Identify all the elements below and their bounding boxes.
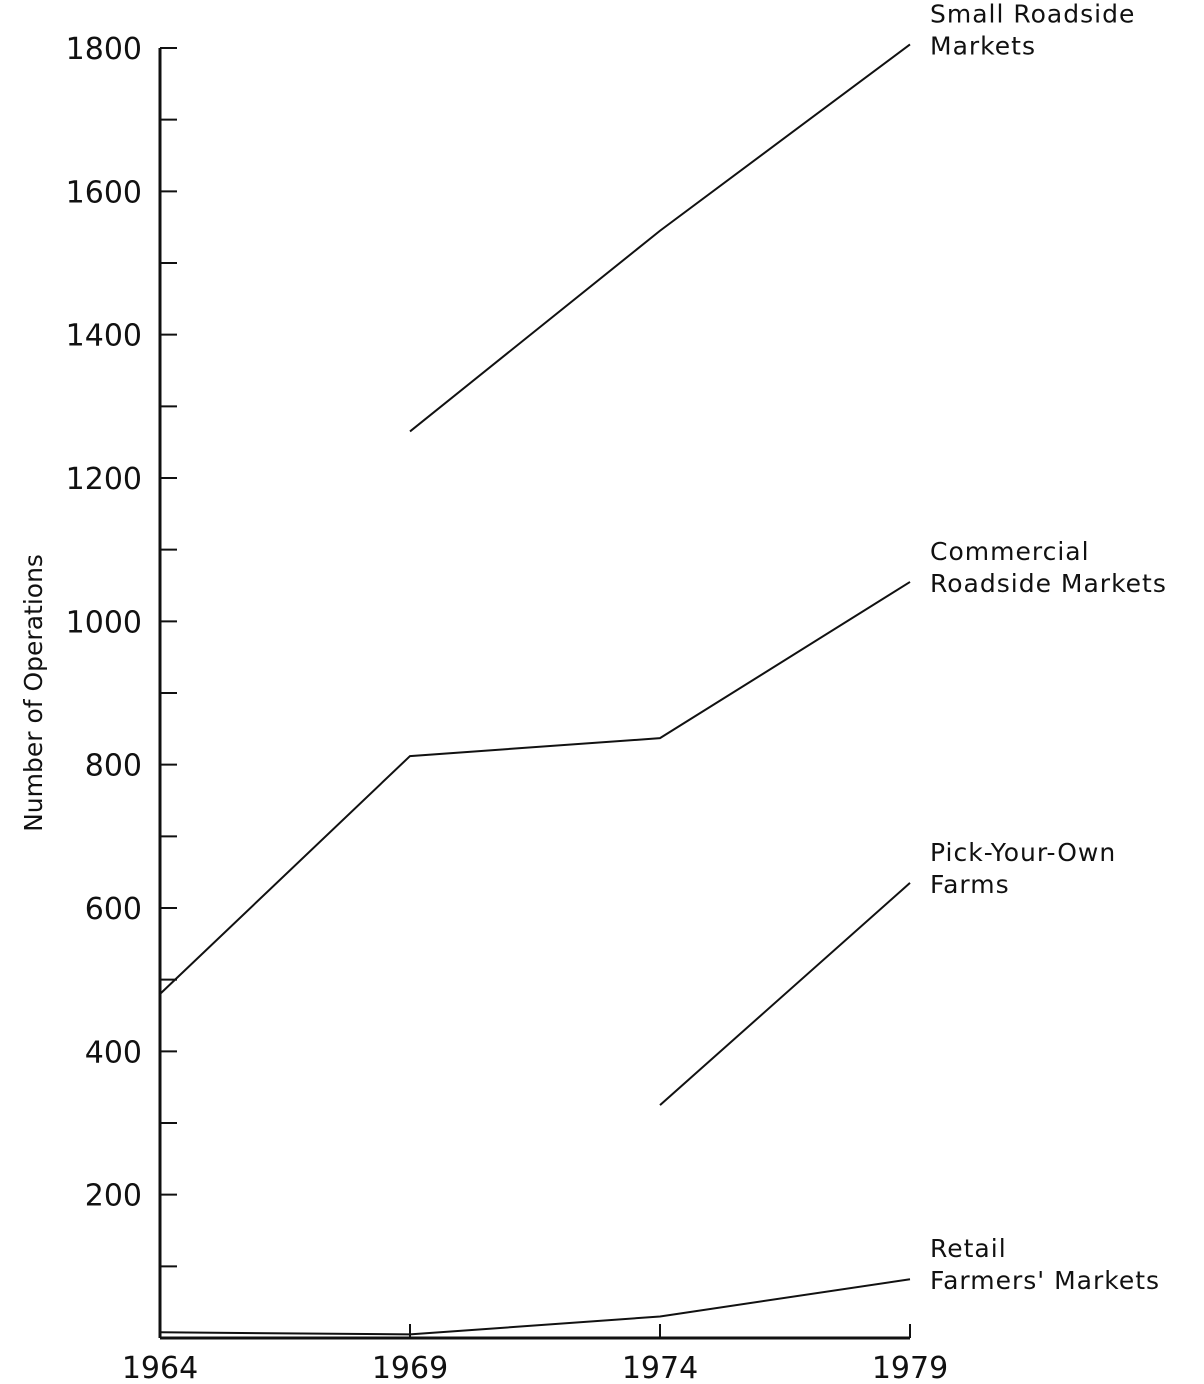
series-label: Farmers' Markets (930, 1266, 1160, 1295)
series-label: Retail (930, 1234, 1007, 1263)
y-tick-label: 1600 (66, 175, 142, 210)
y-ticks: 200 400 600 800 1000 1200 1400 1600 1800 (66, 32, 177, 1268)
y-tick-label: 800 (85, 749, 142, 784)
series-label: Small Roadside (930, 0, 1135, 28)
y-axis-title: Number of Operations (19, 554, 48, 832)
series-label: Markets (930, 31, 1036, 60)
series-line (159, 1278, 911, 1336)
y-tick-label: 400 (85, 1035, 142, 1070)
series-line (409, 43, 911, 433)
series-line (659, 882, 911, 1106)
x-ticks: 1964 1969 1974 1979 (122, 1324, 948, 1384)
series-line (159, 581, 911, 995)
y-tick-label: 1400 (66, 319, 142, 354)
y-tick-label: 200 (85, 1179, 142, 1214)
series-label: Farms (930, 870, 1010, 899)
series-label: Roadside Markets (930, 569, 1167, 598)
axes (158, 48, 910, 1340)
y-tick-label: 1000 (66, 605, 142, 640)
series-label: Pick-Your-Own (930, 838, 1116, 867)
x-tick-label: 1964 (122, 1351, 198, 1384)
y-tick-label: 1800 (66, 32, 142, 67)
x-tick-label: 1979 (872, 1351, 948, 1384)
x-tick-label: 1974 (622, 1351, 698, 1384)
y-tick-label: 1200 (66, 462, 142, 497)
x-tick-label: 1969 (372, 1351, 448, 1384)
y-tick-label: 600 (85, 892, 142, 927)
series-group (159, 43, 911, 1336)
series-labels: Small Roadside Markets Commercial Roadside … (930, 0, 1167, 1295)
series-label: Commercial (930, 537, 1090, 566)
